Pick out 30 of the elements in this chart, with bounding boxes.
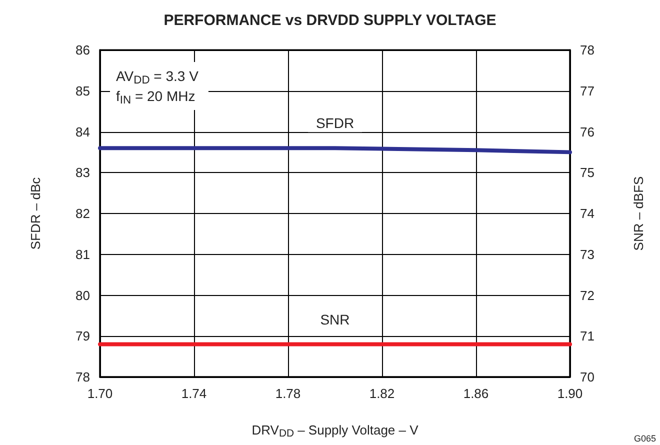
y2-tick-label: 78 [580, 42, 594, 58]
y-tick-label: 85 [76, 83, 90, 98]
y-tick-label: 80 [76, 288, 90, 303]
y-tick-label: 79 [76, 328, 90, 344]
series-label: SNR [320, 311, 350, 328]
y2-tick-label: 70 [580, 370, 594, 384]
y-tick-label: 82 [76, 206, 90, 221]
x-tick-label: 1.74 [181, 386, 207, 401]
y2-tick-label: 75 [580, 165, 594, 180]
y-tick-label: 86 [76, 42, 90, 58]
y-tick-label: 83 [76, 165, 90, 180]
x-tick-label: 1.70 [87, 386, 113, 401]
y2-tick-label: 74 [580, 206, 594, 221]
chart-title: PERFORMANCE vs DRVDD SUPPLY VOLTAGE [164, 12, 496, 29]
y2-tick-label: 72 [580, 288, 594, 303]
x-tick-label: 1.86 [463, 386, 489, 401]
y2-axis-title: SNR – dBFS [631, 176, 646, 251]
x-tick-label: 1.78 [275, 386, 301, 401]
y2-tick-label: 73 [580, 246, 594, 262]
y2-tick-label: 77 [580, 83, 594, 98]
y2-tick-label: 71 [580, 328, 594, 344]
y-tick-label: 78 [76, 370, 90, 384]
y-tick-label: 84 [76, 124, 90, 140]
x-tick-label: 1.82 [369, 386, 395, 401]
y-tick-label: 81 [76, 246, 90, 262]
x-tick-label: 1.90 [557, 386, 583, 401]
text: G065 [634, 434, 656, 444]
y2-tick-label: 76 [580, 124, 594, 140]
series-label: SFDR [316, 115, 354, 132]
y-axis-title: SFDR – dBc [28, 176, 43, 250]
